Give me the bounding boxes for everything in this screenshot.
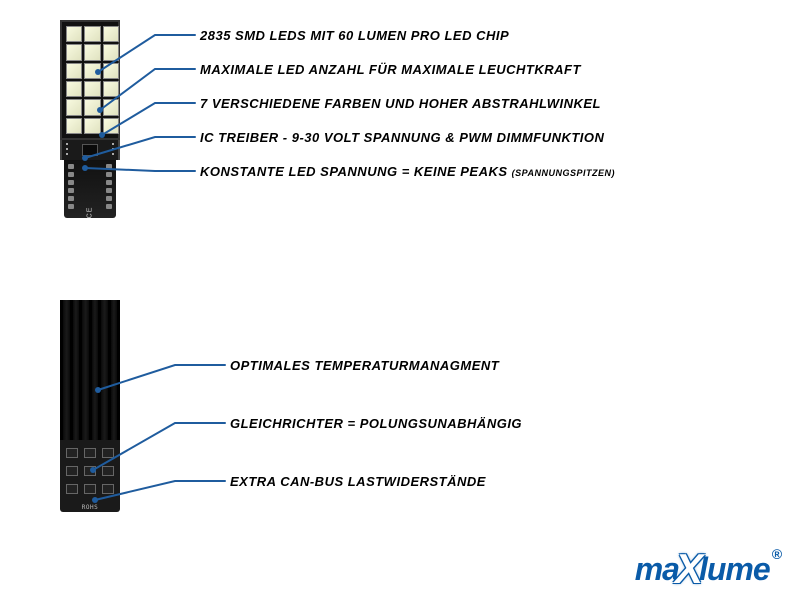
rohs-mark: ROHS [82, 504, 98, 511]
led-bulb-front: CE [40, 20, 140, 218]
callout-top-3: 7 VERSCHIEDENE FARBEN UND HOHER ABSTRAHL… [200, 96, 601, 111]
logo-suffix: lume [699, 551, 770, 587]
led-chip-array [60, 20, 120, 140]
ic-chip [82, 144, 98, 156]
callout-top-1: 2835 SMD LEDS MIT 60 LUMEN PRO LED CHIP [200, 28, 509, 43]
callout-bottom-3: EXTRA CAN-BUS LASTWIDERSTÄNDE [230, 474, 486, 489]
callout-top-5-main: KONSTANTE LED SPANNUNG = KEINE PEAKS [200, 164, 508, 179]
callout-top-2: MAXIMALE LED ANZAHL FÜR MAXIMALE LEUCHTK… [200, 62, 581, 77]
callout-top-5-small: (SPANNUNGSPITZEN) [512, 168, 615, 178]
callout-top-5: KONSTANTE LED SPANNUNG = KEINE PEAKS (SP… [200, 164, 615, 179]
logo-reg: ® [772, 546, 782, 562]
ce-mark: CE [87, 207, 94, 219]
bulb-base: CE [64, 160, 116, 218]
logo-prefix: ma [635, 551, 679, 587]
ic-driver-pcb [60, 140, 120, 160]
product-bottom-image: ROHS [40, 300, 140, 512]
callout-bottom-1: OPTIMALES TEMPERATURMANAGMENT [230, 358, 499, 373]
product-top-image: CE [40, 20, 140, 218]
callout-top-4: IC TREIBER - 9-30 VOLT SPANNUNG & PWM DI… [200, 130, 604, 145]
logo-x: X [675, 545, 703, 593]
callout-bottom-2: GLEICHRICHTER = POLUNGSUNABHÄNGIG [230, 416, 522, 431]
heatsink [60, 300, 120, 440]
maxlume-logo: maXlume® [635, 542, 780, 590]
back-pcb: ROHS [60, 440, 120, 512]
